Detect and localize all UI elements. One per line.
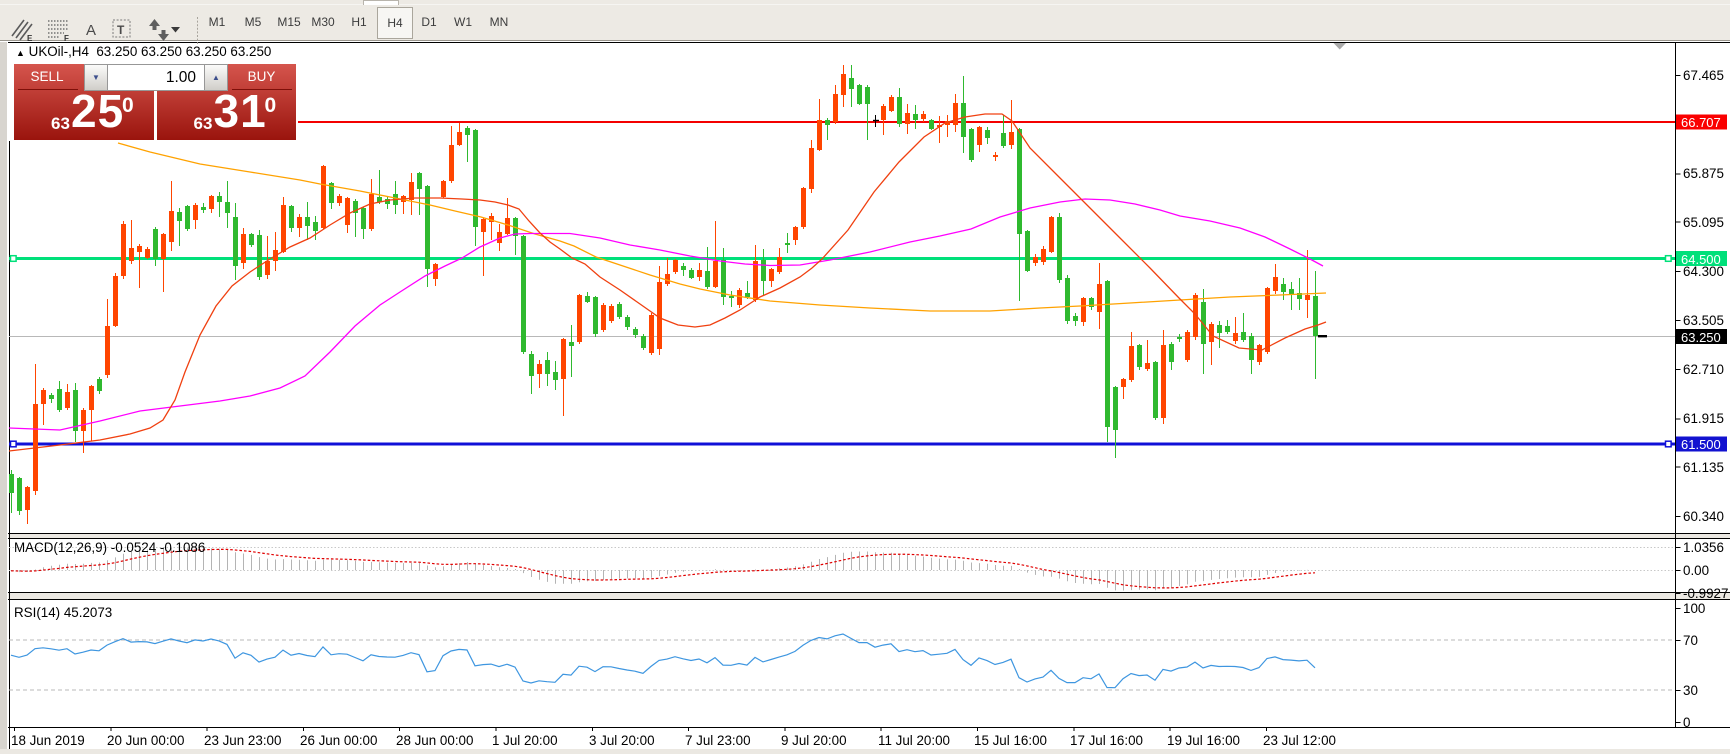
svg-text:28 Jun 00:00: 28 Jun 00:00 <box>396 733 473 748</box>
svg-text:62.710: 62.710 <box>1683 362 1724 377</box>
svg-text:0.00: 0.00 <box>1683 563 1709 578</box>
svg-text:65.095: 65.095 <box>1683 215 1724 230</box>
svg-text:26 Jun 00:00: 26 Jun 00:00 <box>300 733 377 748</box>
svg-text:61.135: 61.135 <box>1683 460 1724 475</box>
svg-text:61.500: 61.500 <box>1681 437 1721 452</box>
svg-text:3 Jul 20:00: 3 Jul 20:00 <box>589 733 655 748</box>
svg-text:64.300: 64.300 <box>1683 264 1724 279</box>
svg-text:100: 100 <box>1683 601 1705 616</box>
svg-text:18 Jun 2019: 18 Jun 2019 <box>11 733 85 748</box>
svg-text:64.500: 64.500 <box>1681 252 1721 267</box>
svg-text:63.250: 63.250 <box>1681 330 1721 345</box>
svg-text:A: A <box>86 22 96 39</box>
svg-text:23 Jun 23:00: 23 Jun 23:00 <box>204 733 281 748</box>
svg-text:E: E <box>27 34 33 43</box>
svg-text:RSI(14) 45.2073: RSI(14) 45.2073 <box>14 605 112 620</box>
svg-text:60.340: 60.340 <box>1683 509 1724 524</box>
svg-text:-0.9927: -0.9927 <box>1683 586 1728 601</box>
svg-text:11 Jul 20:00: 11 Jul 20:00 <box>878 733 950 748</box>
svg-text:F: F <box>64 34 69 43</box>
svg-text:61.915: 61.915 <box>1683 411 1724 426</box>
svg-text:66.707: 66.707 <box>1681 115 1721 130</box>
svg-text:17 Jul 16:00: 17 Jul 16:00 <box>1070 733 1143 748</box>
svg-text:70: 70 <box>1683 633 1698 648</box>
svg-text:15 Jul 16:00: 15 Jul 16:00 <box>974 733 1047 748</box>
svg-text:T: T <box>117 23 125 37</box>
svg-text:1.0356: 1.0356 <box>1683 540 1724 555</box>
svg-text:23 Jul 12:00: 23 Jul 12:00 <box>1263 733 1336 748</box>
svg-text:0: 0 <box>1683 715 1690 730</box>
svg-text:20 Jun 00:00: 20 Jun 00:00 <box>107 733 184 748</box>
svg-text:7 Jul 23:00: 7 Jul 23:00 <box>685 733 751 748</box>
svg-text:67.465: 67.465 <box>1683 68 1724 83</box>
svg-text:30: 30 <box>1683 683 1698 698</box>
svg-text:65.875: 65.875 <box>1683 166 1724 181</box>
svg-text:1 Jul 20:00: 1 Jul 20:00 <box>492 733 558 748</box>
svg-text:9 Jul 20:00: 9 Jul 20:00 <box>781 733 847 748</box>
svg-text:63.505: 63.505 <box>1683 313 1724 328</box>
svg-text:19 Jul 16:00: 19 Jul 16:00 <box>1167 733 1240 748</box>
svg-text:MACD(12,26,9) -0.0524 -0.1086: MACD(12,26,9) -0.0524 -0.1086 <box>14 540 205 555</box>
